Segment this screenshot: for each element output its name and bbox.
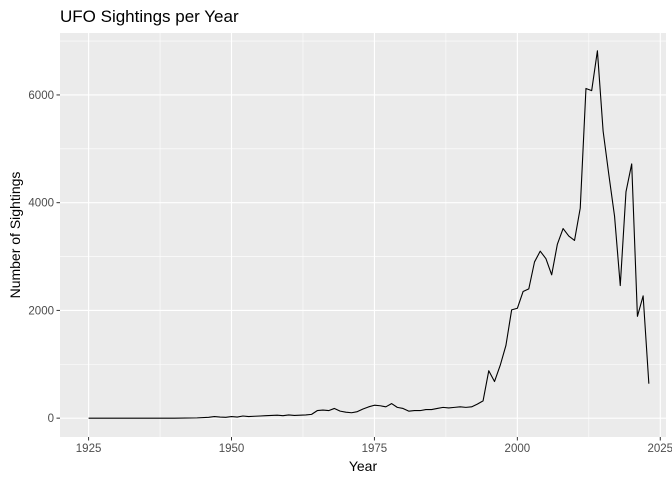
y-tick-label: 4000 xyxy=(28,198,54,210)
y-axis-ticks: 0 2000 4000 6000 xyxy=(28,90,60,425)
x-tick-label: 1975 xyxy=(362,443,388,455)
x-tick-label: 1925 xyxy=(76,443,102,455)
plot-panel xyxy=(60,33,666,437)
x-axis-title: Year xyxy=(349,458,378,474)
x-tick-label: 1950 xyxy=(219,443,245,455)
chart-title: UFO Sightings per Year xyxy=(60,7,239,26)
x-tick-label: 2000 xyxy=(505,443,531,455)
major-gridlines xyxy=(60,33,666,437)
series-layer xyxy=(88,50,650,419)
y-tick-label: 2000 xyxy=(28,305,54,317)
x-tick-label: 2025 xyxy=(647,443,672,455)
minor-gridlines xyxy=(60,33,666,437)
x-axis-ticks: 1925 1950 1975 2000 2025 xyxy=(76,437,672,455)
sightings-series-line xyxy=(88,50,650,419)
y-tick-label: 0 xyxy=(48,413,54,425)
y-axis-title: Number of Sightings xyxy=(7,172,23,299)
y-tick-label: 6000 xyxy=(28,90,54,102)
